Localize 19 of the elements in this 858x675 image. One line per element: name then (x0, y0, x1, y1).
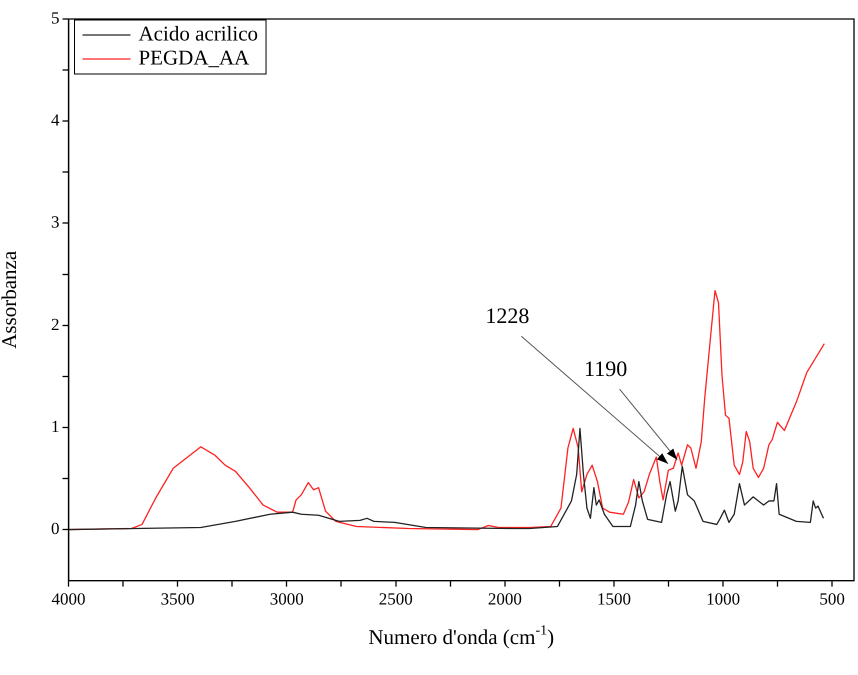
x-tick-label: 3000 (270, 589, 304, 608)
legend-label: Acido acrilico (138, 22, 258, 46)
y-tick-label: 4 (51, 110, 60, 130)
y-tick-label: 0 (51, 519, 60, 538)
x-tick-label: 2000 (488, 589, 522, 608)
x-tick-label: 500 (819, 589, 845, 608)
x-tick-label: 1500 (596, 589, 631, 608)
y-tick-label: 1 (51, 416, 60, 436)
y-tick-label: 3 (51, 212, 60, 232)
annotation: 1190 (584, 356, 628, 381)
y-axis-title: Assorbanza (0, 250, 22, 349)
y-tick-label: 2 (51, 314, 60, 334)
x-tick-label: 2500 (378, 589, 413, 608)
legend-label: PEGDA_AA (138, 46, 250, 70)
x-tick-label: 1000 (706, 589, 740, 608)
x-tick-label: 3500 (160, 589, 195, 608)
annotation: 1228 (485, 303, 530, 328)
y-tick-label: 5 (51, 8, 60, 28)
x-tick-label: 4000 (52, 589, 86, 608)
